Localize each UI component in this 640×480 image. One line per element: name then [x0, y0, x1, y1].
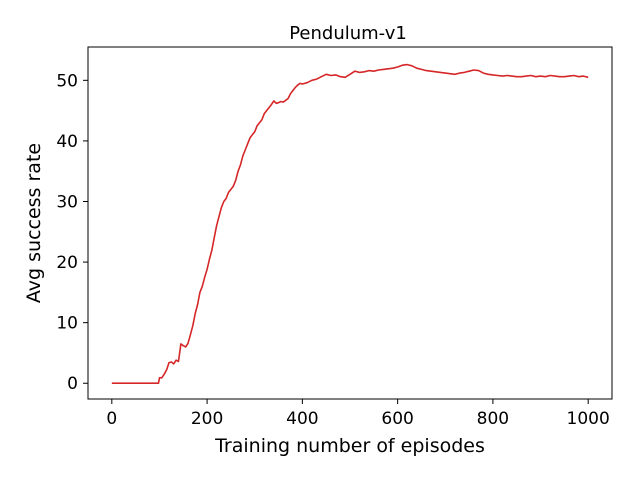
- x-tick-label: 200: [191, 409, 223, 429]
- y-tick-label: 30: [56, 192, 78, 212]
- x-tick-label: 1000: [567, 409, 610, 429]
- x-tick-label: 800: [477, 409, 509, 429]
- y-axis-label: Avg success rate: [23, 143, 45, 303]
- plot-frame: [87, 46, 613, 400]
- series-line: [111, 63, 589, 385]
- x-axis-label: Training number of episodes: [214, 435, 485, 457]
- y-tick-label: 40: [56, 132, 78, 152]
- y-tick-label: 50: [56, 71, 78, 91]
- y-tick-label: 0: [67, 374, 78, 394]
- y-tick-label: 10: [56, 314, 78, 334]
- x-tick-label: 400: [286, 409, 318, 429]
- y-tick-label: 20: [56, 253, 78, 273]
- series-layer: [111, 63, 589, 385]
- x-tick-label: 0: [106, 409, 117, 429]
- x-axis-ticks: 0 200 400 600 800 1000: [106, 399, 610, 429]
- chart-title: Pendulum-v1: [289, 23, 407, 44]
- x-tick-label: 600: [381, 409, 413, 429]
- y-axis-ticks: 0 10 20 30 40 50: [56, 71, 88, 394]
